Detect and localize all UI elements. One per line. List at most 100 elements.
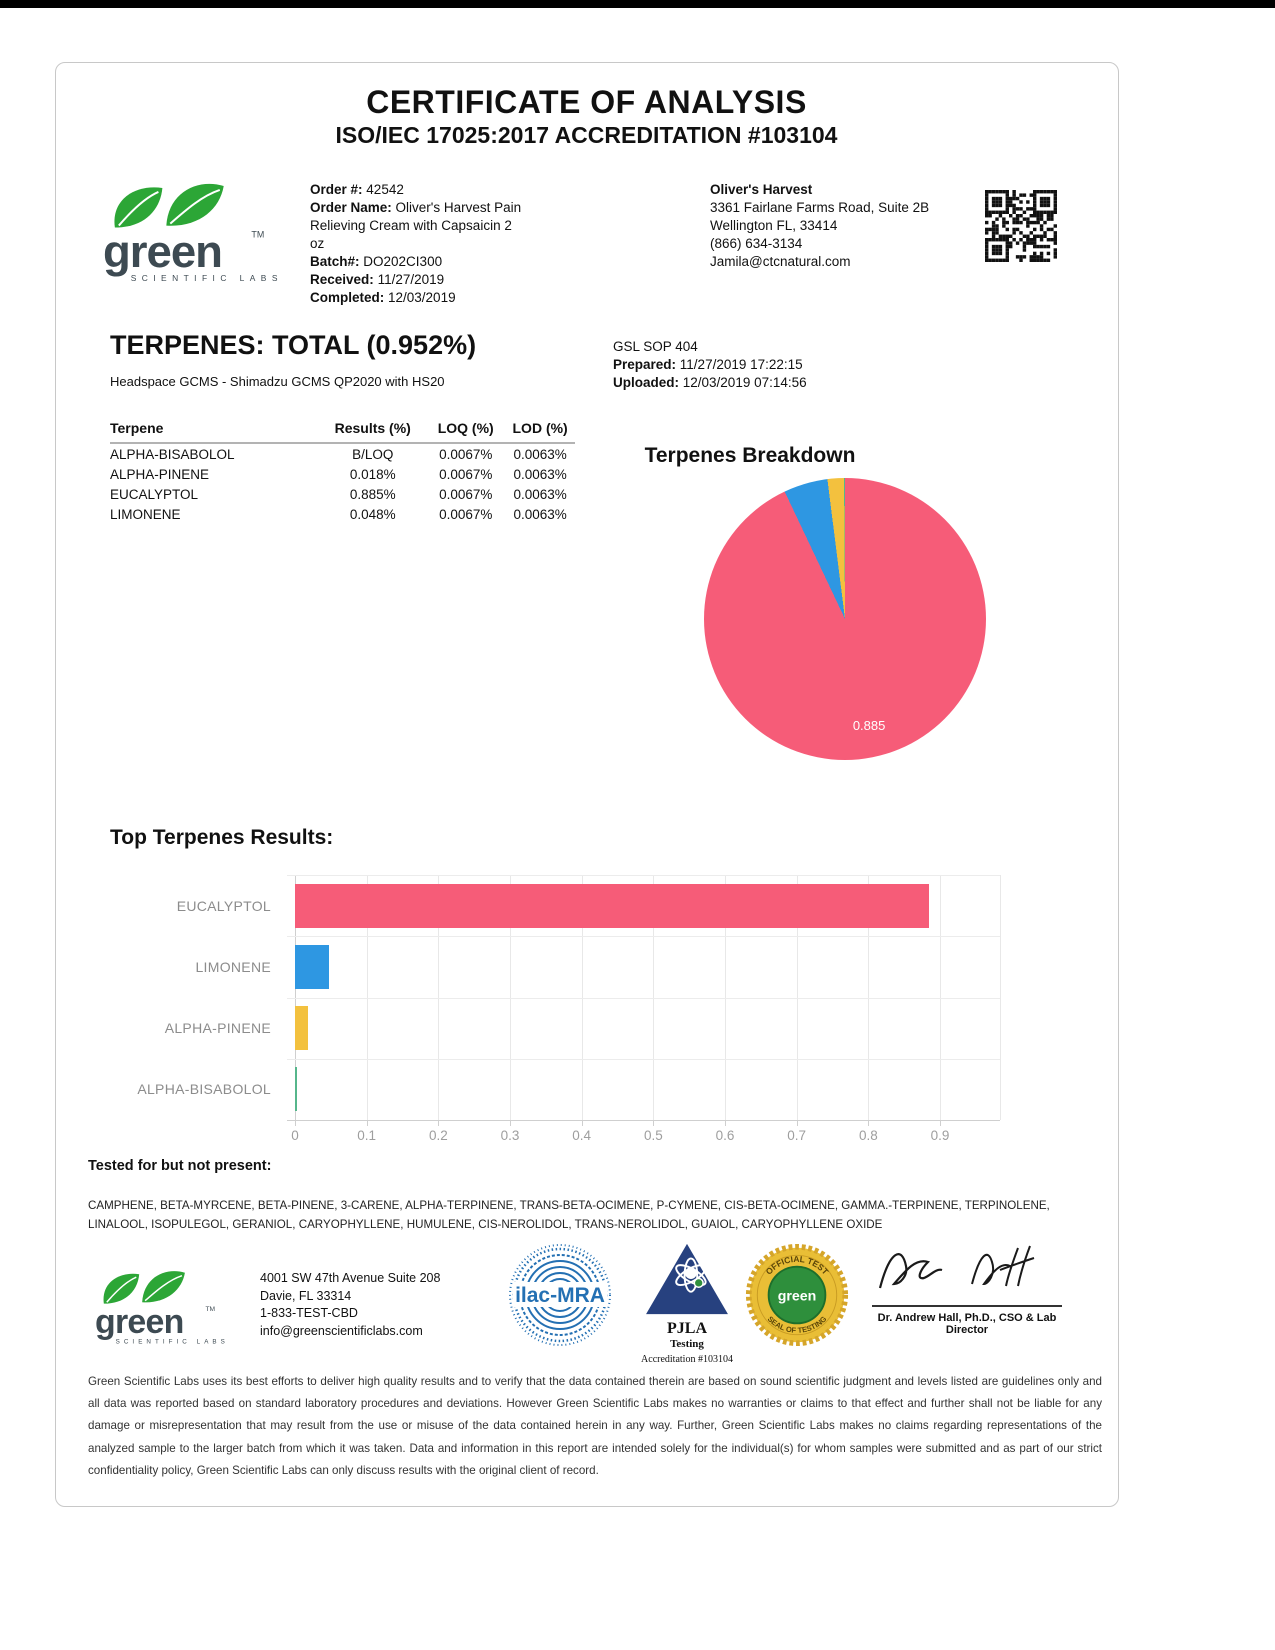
x-tick-label: 0.4 — [572, 1128, 592, 1143]
bar-limonene — [295, 944, 330, 989]
svg-text:green: green — [103, 226, 222, 277]
row-separator — [287, 1058, 1000, 1060]
signature-icon — [878, 1245, 1035, 1289]
svg-text:green: green — [95, 1303, 184, 1341]
pjla-triangle-icon — [646, 1243, 728, 1315]
page-border-frame — [55, 62, 1119, 1507]
pie-chart-title: Terpenes Breakdown — [644, 444, 856, 467]
sop-block: GSL SOP 404 Prepared: 11/27/2019 17:22:1… — [613, 338, 913, 392]
disclaimer-text: Green Scientific Labs uses its best effo… — [88, 1375, 1102, 1477]
svg-text:TM: TM — [206, 1306, 216, 1313]
table-cell: B/LOQ — [352, 446, 394, 462]
tested-not-present-list: CAMPHENE, BETA-MYRCENE, BETA-PINENE, 3-C… — [88, 1199, 1050, 1231]
table-header: Terpene — [110, 418, 320, 444]
bar-alpha-pinene — [295, 1006, 308, 1051]
table-cell: 0.885% — [349, 486, 396, 502]
green-scientific-labs-logo: green TM SCIENTIFIC LABS — [103, 180, 291, 289]
axis-tick — [581, 1120, 583, 1126]
page-title: CERTIFICATE OF ANALYSIS — [366, 84, 807, 120]
bar-alpha-bisabolol — [295, 1067, 297, 1112]
table-cell: 0.0067% — [439, 486, 493, 502]
lab-address-block: 4001 SW 47th Avenue Suite 208 Davie, FL … — [260, 1270, 440, 1340]
table-cell: ALPHA-PINENE — [110, 466, 210, 482]
row-separator — [287, 936, 1000, 938]
client-address-1: 3361 Fairlane Farms Road, Suite 2B — [710, 200, 930, 215]
pjla-sub: Testing — [670, 1338, 704, 1350]
uploaded-line: Uploaded: 12/03/2019 07:14:56 — [613, 375, 807, 390]
table-cell: 0.0067% — [439, 466, 493, 482]
qr-code — [985, 190, 1057, 262]
table-header: Results (%) — [319, 418, 427, 444]
prepared-line: Prepared: 11/27/2019 17:22:15 — [613, 357, 803, 372]
x-tick-label: 0.3 — [500, 1128, 520, 1143]
bar-category-label: LIMONENE — [195, 958, 271, 975]
accreditation-subtitle: ISO/IEC 17025:2017 ACCREDITATION #103104 — [335, 122, 838, 148]
table-row: LIMONENE 0.048% 0.0067% 0.0063% — [110, 504, 575, 524]
table-header: LOQ (%) — [426, 418, 506, 444]
table-cell: 0.048% — [349, 506, 396, 522]
terpenes-total-heading: TERPENES: TOTAL (0.952%) — [110, 330, 477, 360]
axis-tick — [366, 1120, 368, 1126]
client-info-block: Oliver's Harvest 3361 Fairlane Farms Roa… — [710, 181, 980, 271]
pjla-accreditation-logo: PJLA Testing Accreditation #103104 — [632, 1240, 742, 1365]
leaf-logo-icon: green TM SCIENTIFIC LABS — [103, 183, 283, 283]
order-info-block: Order #: 42542 Order Name: Oliver's Harv… — [310, 181, 525, 307]
lab-email: info@greenscientificlabs.com — [260, 1323, 423, 1338]
bar-chart-plot-area: 0 0.1 0.2 0.3 0.4 0.5 0.6 0.7 0.8 0.9 — [287, 875, 1001, 1143]
x-tick-label: 0.2 — [428, 1128, 448, 1143]
x-tick-label: 0.9 — [930, 1128, 950, 1143]
axis-tick — [725, 1120, 727, 1126]
table-cell: LIMONENE — [110, 506, 181, 522]
terpene-results-table: Terpene Results (%) LOQ (%) LOD (%) ALPHA-B… — [110, 418, 575, 524]
signature-line — [872, 1305, 1062, 1307]
client-name: Oliver's Harvest — [710, 182, 813, 197]
client-address-2: Wellington FL, 33414 — [710, 218, 838, 233]
top-terpenes-bar-chart: 0 0.1 0.2 0.3 0.4 0.5 0.6 0.7 0.8 0.9 EUCALYPTOL L… — [88, 856, 1098, 1151]
axis-tick — [510, 1120, 511, 1126]
table-row: EUCALYPTOL 0.885% 0.0067% 0.0063% — [110, 484, 575, 504]
svg-text:SCIENTIFIC LABS: SCIENTIFIC LABS — [131, 273, 283, 283]
order-number: Order #: 42542 — [310, 182, 404, 197]
lab-address-line: Davie, FL 33314 — [260, 1288, 352, 1303]
bar-category-label: ALPHA-PINENE — [164, 1020, 271, 1037]
signature-block: Dr. Andrew Hall, Ph.D., CSO & Lab Direct… — [872, 1240, 1062, 1336]
axis-tick — [295, 1120, 296, 1126]
results-table-header-row: Terpene Results (%) LOQ (%) LOD (%) — [110, 418, 575, 444]
footer-green-scientific-labs-logo: green TM SCIENTIFIC LABS — [95, 1268, 235, 1351]
svg-text:SCIENTIFIC LABS: SCIENTIFIC LABS — [116, 1338, 229, 1345]
table-row: ALPHA-BISABOLOL B/LOQ 0.0067% 0.0063% — [110, 443, 575, 464]
svg-text:green: green — [778, 1289, 817, 1305]
axis-tick — [940, 1120, 942, 1126]
gridline — [1000, 875, 1001, 1120]
table-cell: ALPHA-BISABOLOL — [110, 446, 235, 462]
tested-not-present-heading: Tested for but not present: — [88, 1158, 272, 1174]
bar-eucalyptol — [295, 883, 930, 928]
table-cell: 0.0063% — [513, 446, 567, 462]
official-test-seal: OFFICIAL TEST green SEAL OF TESTING — [745, 1243, 849, 1352]
completed-date: Completed: 12/03/2019 — [310, 290, 456, 305]
axis-tick — [438, 1120, 440, 1126]
top-black-bar — [0, 0, 1275, 8]
bar-category-label: EUCALYPTOL — [176, 897, 271, 914]
row-separator — [287, 875, 1000, 876]
official-test-seal-icon: OFFICIAL TEST green SEAL OF TESTING — [745, 1243, 849, 1347]
table-header: LOD (%) — [505, 418, 575, 444]
table-cell: 0.0063% — [513, 466, 567, 482]
batch-number: Batch#: DO202CI300 — [310, 254, 443, 269]
table-row: ALPHA-PINENE 0.018% 0.0067% 0.0063% — [110, 464, 575, 484]
table-cell: EUCALYPTOL — [110, 486, 199, 502]
table-cell: 0.018% — [349, 466, 396, 482]
method-line: Headspace GCMS - Shimadzu GCMS QP2020 wi… — [110, 374, 445, 389]
axis-tick — [796, 1120, 798, 1126]
terpenes-breakdown-pie-chart: 0.885 — [704, 478, 986, 760]
x-tick-label: 0.5 — [643, 1128, 663, 1143]
ilac-mra-logo: ilac-MRA — [508, 1243, 612, 1352]
results-table-body: ALPHA-BISABOLOL B/LOQ 0.0067% 0.0063% ALPHA-… — [110, 443, 575, 524]
leaf-logo-icon: green TM SCIENTIFIC LABS — [95, 1271, 229, 1345]
received-date: Received: 11/27/2019 — [310, 272, 445, 287]
svg-text:ilac-MRA: ilac-MRA — [515, 1284, 605, 1307]
table-cell: 0.0067% — [439, 446, 493, 462]
x-tick-label: 0.7 — [787, 1128, 807, 1143]
pjla-name: PJLA — [667, 1320, 707, 1337]
